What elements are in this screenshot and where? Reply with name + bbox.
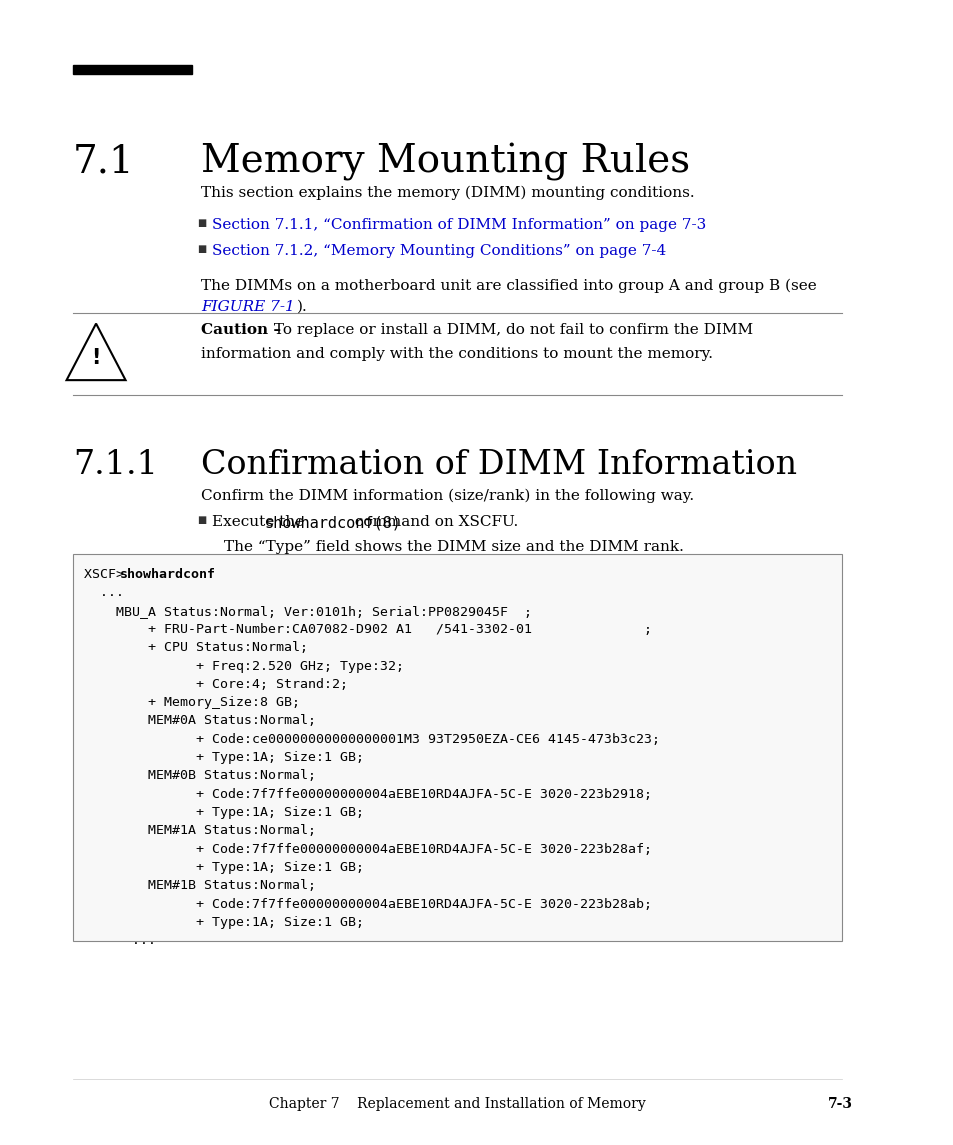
Text: ...: ...: [84, 934, 156, 947]
Text: + CPU Status:Normal;: + CPU Status:Normal;: [84, 641, 308, 654]
Text: + Type:1A; Size:1 GB;: + Type:1A; Size:1 GB;: [84, 751, 364, 764]
Text: The “Type” field shows the DIMM size and the DIMM rank.: The “Type” field shows the DIMM size and…: [224, 540, 683, 554]
Text: + Type:1A; Size:1 GB;: + Type:1A; Size:1 GB;: [84, 916, 364, 929]
Text: information and comply with the conditions to mount the memory.: information and comply with the conditio…: [201, 347, 713, 361]
Text: This section explains the memory (DIMM) mounting conditions.: This section explains the memory (DIMM) …: [201, 185, 694, 200]
Text: 7.1.1: 7.1.1: [73, 449, 158, 481]
Text: ...: ...: [84, 586, 124, 599]
Text: + Memory_Size:8 GB;: + Memory_Size:8 GB;: [84, 696, 300, 709]
Text: + Code:ce00000000000000001M3 93T2950EZA-CE6 4145-473b3c23;: + Code:ce00000000000000001M3 93T2950EZA-…: [84, 733, 659, 745]
Text: + Type:1A; Size:1 GB;: + Type:1A; Size:1 GB;: [84, 806, 364, 819]
Text: ■: ■: [196, 244, 206, 254]
Text: Section 7.1.2, “Memory Mounting Conditions” on page 7-4: Section 7.1.2, “Memory Mounting Conditio…: [213, 244, 666, 258]
Text: MEM#0A Status:Normal;: MEM#0A Status:Normal;: [84, 714, 315, 727]
Text: The DIMMs on a motherboard unit are classified into group A and group B (see: The DIMMs on a motherboard unit are clas…: [201, 278, 816, 293]
Text: Confirm the DIMM information (size/rank) in the following way.: Confirm the DIMM information (size/rank)…: [201, 489, 694, 504]
Text: 7.1: 7.1: [73, 143, 134, 180]
Text: ).: ).: [297, 300, 308, 314]
Text: MEM#0B Status:Normal;: MEM#0B Status:Normal;: [84, 769, 315, 782]
Text: XSCF>: XSCF>: [84, 568, 132, 581]
Text: + Freq:2.520 GHz; Type:32;: + Freq:2.520 GHz; Type:32;: [84, 660, 404, 672]
Text: MEM#1B Status:Normal;: MEM#1B Status:Normal;: [84, 879, 315, 892]
Text: 7-3: 7-3: [827, 1097, 852, 1111]
Text: Memory Mounting Rules: Memory Mounting Rules: [201, 143, 690, 181]
Text: FIGURE 7-1: FIGURE 7-1: [201, 300, 294, 314]
Text: MBU_A Status:Normal; Ver:0101h; Serial:PP0829045F  ;: MBU_A Status:Normal; Ver:0101h; Serial:P…: [84, 605, 532, 617]
Text: + Core:4; Strand:2;: + Core:4; Strand:2;: [84, 678, 348, 690]
Text: + Code:7f7ffe00000000004aEBE10RD4AJFA-5C-E 3020-223b28ab;: + Code:7f7ffe00000000004aEBE10RD4AJFA-5C…: [84, 898, 652, 910]
Text: showhardconf(8): showhardconf(8): [264, 515, 401, 530]
Text: !: !: [91, 348, 101, 369]
Text: MEM#1A Status:Normal;: MEM#1A Status:Normal;: [84, 824, 315, 837]
Text: showhardconf: showhardconf: [120, 568, 215, 581]
Text: ■: ■: [196, 218, 206, 228]
Text: + Code:7f7ffe00000000004aEBE10RD4AJFA-5C-E 3020-223b2918;: + Code:7f7ffe00000000004aEBE10RD4AJFA-5C…: [84, 788, 652, 800]
Text: + Type:1A; Size:1 GB;: + Type:1A; Size:1 GB;: [84, 861, 364, 874]
Bar: [73, 65, 192, 74]
Text: ■: ■: [196, 515, 206, 526]
Text: + Code:7f7ffe00000000004aEBE10RD4AJFA-5C-E 3020-223b28af;: + Code:7f7ffe00000000004aEBE10RD4AJFA-5C…: [84, 843, 652, 855]
Bar: [73, 554, 841, 941]
Text: To replace or install a DIMM, do not fail to confirm the DIMM: To replace or install a DIMM, do not fai…: [269, 323, 752, 337]
Text: Confirmation of DIMM Information: Confirmation of DIMM Information: [201, 449, 797, 481]
Text: command on XSCFU.: command on XSCFU.: [349, 515, 517, 529]
Text: Section 7.1.1, “Confirmation of DIMM Information” on page 7-3: Section 7.1.1, “Confirmation of DIMM Inf…: [213, 218, 706, 231]
Text: + FRU-Part-Number:CA07082-D902 A1   /541-3302-01              ;: + FRU-Part-Number:CA07082-D902 A1 /541-3…: [84, 623, 652, 635]
Text: Caution –: Caution –: [201, 323, 281, 337]
Text: Execute the: Execute the: [213, 515, 309, 529]
Text: Chapter 7    Replacement and Installation of Memory: Chapter 7 Replacement and Installation o…: [269, 1097, 645, 1111]
